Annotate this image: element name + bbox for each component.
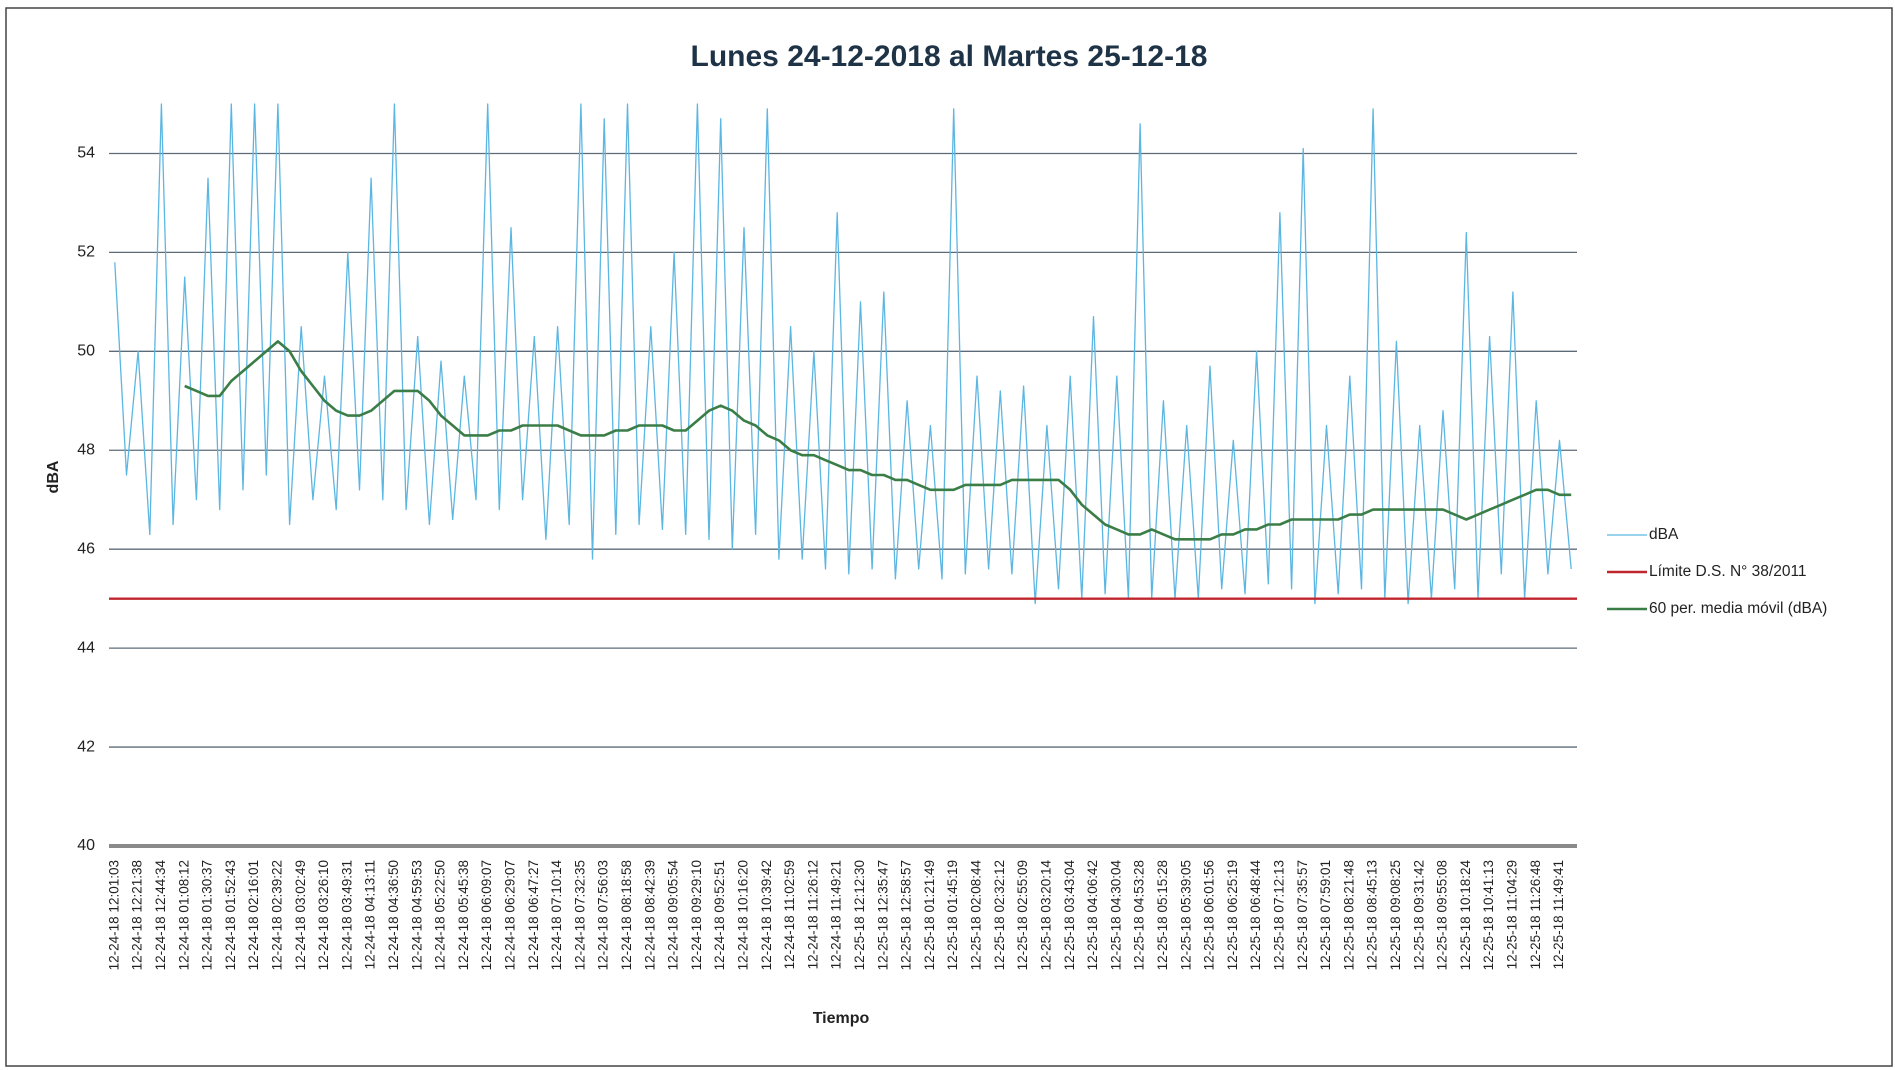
y-axis-label: dBA <box>45 460 62 493</box>
x-tick-label: 12-24-18 08:18:58 <box>619 860 634 970</box>
x-tick-label: 12-25-18 09:31:42 <box>1411 860 1426 970</box>
x-tick-label: 12-25-18 08:45:13 <box>1365 860 1380 970</box>
x-tick-label: 12-25-18 07:59:01 <box>1318 860 1333 970</box>
x-tick-label: 12-25-18 12:35:47 <box>875 860 890 970</box>
x-tick-label: 12-25-18 03:20:14 <box>1038 860 1053 971</box>
x-tick-label: 12-24-18 01:52:43 <box>223 860 238 970</box>
y-tick-label: 42 <box>77 738 95 755</box>
x-tick-label: 12-24-18 03:26:10 <box>316 860 331 970</box>
x-tick-label: 12-25-18 06:48:44 <box>1248 860 1263 971</box>
x-tick-label: 12-24-18 11:02:59 <box>782 860 797 969</box>
x-tick-label: 12-24-18 08:42:39 <box>642 860 657 970</box>
x-tick-label: 12-24-18 12:21:38 <box>130 860 145 970</box>
x-tick-label: 12-24-18 09:29:10 <box>689 860 704 970</box>
legend-label: Límite D.S. N° 38/2011 <box>1649 563 1807 580</box>
legend-label: 60 per. media móvil (dBA) <box>1649 600 1827 617</box>
x-tick-label: 12-25-18 07:35:57 <box>1295 860 1310 970</box>
x-tick-label: 12-25-18 08:21:48 <box>1341 860 1356 970</box>
legend-label: dBA <box>1649 526 1679 543</box>
x-tick-label: 12-25-18 05:39:05 <box>1178 860 1193 970</box>
x-tick-label: 12-25-18 10:41:13 <box>1481 860 1496 970</box>
x-tick-label: 12-24-18 06:47:27 <box>526 860 541 970</box>
x-tick-label: 12-25-18 05:15:28 <box>1155 860 1170 970</box>
x-tick-label: 12-24-18 06:29:07 <box>503 860 518 970</box>
x-tick-label: 12-24-18 11:49:21 <box>829 860 844 969</box>
x-tick-label: 12-24-18 02:39:22 <box>269 860 284 970</box>
x-tick-label: 12-25-18 02:32:12 <box>992 860 1007 970</box>
x-tick-label: 12-24-18 01:08:12 <box>176 860 191 970</box>
x-tick-label: 12-24-18 12:44:34 <box>153 860 168 971</box>
x-tick-label: 12-25-18 02:08:44 <box>969 860 984 971</box>
y-tick-label: 48 <box>77 441 95 458</box>
x-tick-label: 12-25-18 12:58:57 <box>899 860 914 970</box>
x-tick-label: 12-24-18 12:01:03 <box>106 860 121 970</box>
x-tick-label: 12-24-18 02:16:01 <box>246 860 261 970</box>
x-tick-label: 12-25-18 12:12:30 <box>852 860 867 970</box>
y-tick-label: 44 <box>77 639 95 656</box>
y-tick-label: 46 <box>77 540 95 557</box>
frame <box>5 7 1893 1067</box>
x-tick-label: 12-24-18 04:13:11 <box>363 860 378 969</box>
x-tick-label: 12-24-18 09:05:54 <box>666 860 681 971</box>
x-tick-label: 12-24-18 03:49:31 <box>339 860 354 970</box>
x-tick-label: 12-25-18 11:04:29 <box>1504 860 1519 969</box>
x-tick-label: 12-25-18 03:43:04 <box>1062 860 1077 971</box>
x-tick-label: 12-24-18 07:10:14 <box>549 860 564 971</box>
x-tick-label: 12-24-18 07:32:35 <box>572 860 587 970</box>
y-tick-label: 54 <box>77 145 95 162</box>
x-tick-label: 12-24-18 10:16:20 <box>736 860 751 970</box>
chart-title: Lunes 24-12-2018 al Martes 25-12-18 <box>691 40 1208 73</box>
x-tick-label: 12-24-18 04:59:53 <box>409 860 424 970</box>
x-tick-label: 12-24-18 10:39:42 <box>759 860 774 970</box>
x-axis-label: Tiempo <box>813 1010 870 1027</box>
x-tick-label: 12-25-18 10:18:24 <box>1458 860 1473 971</box>
x-tick-label: 12-24-18 06:09:07 <box>479 860 494 970</box>
x-tick-label: 12-24-18 05:45:38 <box>456 860 471 970</box>
x-tick-label: 12-25-18 01:45:19 <box>945 860 960 970</box>
x-tick-label: 12-25-18 04:30:04 <box>1108 860 1123 971</box>
x-tick-label: 12-25-18 06:25:19 <box>1225 860 1240 970</box>
y-tick-label: 52 <box>77 244 95 261</box>
x-tick-label: 12-24-18 01:30:37 <box>200 860 215 970</box>
y-tick-label: 40 <box>77 837 95 854</box>
x-tick-label: 12-25-18 01:21:49 <box>922 860 937 970</box>
y-tick-label: 50 <box>77 343 95 360</box>
x-tick-label: 12-25-18 04:53:28 <box>1132 860 1147 970</box>
data-line <box>184 340 1572 541</box>
x-tick-label: 12-24-18 04:36:50 <box>386 860 401 970</box>
x-tick-label: 12-25-18 11:49:41 <box>1551 860 1566 969</box>
x-tick-label: 12-24-18 11:26:12 <box>805 860 820 969</box>
x-tick-label: 12-25-18 09:55:08 <box>1435 860 1450 970</box>
x-tick-label: 12-25-18 02:55:09 <box>1015 860 1030 970</box>
x-tick-label: 12-24-18 03:02:49 <box>293 860 308 970</box>
x-tick-label: 12-24-18 07:56:03 <box>596 860 611 970</box>
x-tick-label: 12-25-18 04:06:42 <box>1085 860 1100 970</box>
x-tick-label: 12-24-18 09:52:51 <box>712 860 727 970</box>
x-tick-label: 12-25-18 11:26:48 <box>1528 860 1543 969</box>
x-tick-label: 12-25-18 06:01:56 <box>1202 860 1217 970</box>
x-tick-label: 12-24-18 05:22:50 <box>433 860 448 970</box>
data-line <box>114 103 1572 605</box>
x-tick-label: 12-25-18 07:12:13 <box>1271 860 1286 970</box>
x-tick-label: 12-25-18 09:08:25 <box>1388 860 1403 970</box>
